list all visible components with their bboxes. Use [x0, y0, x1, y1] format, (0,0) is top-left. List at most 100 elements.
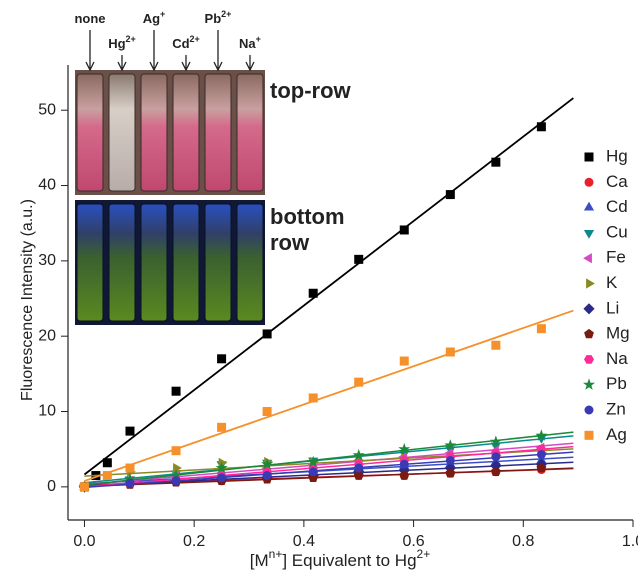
marker: [446, 190, 455, 199]
marker: [125, 464, 134, 473]
marker: [172, 476, 181, 485]
marker: [263, 407, 272, 416]
marker: [263, 471, 272, 480]
ion: Na: [239, 36, 256, 51]
legend-label: Na: [606, 349, 628, 368]
charge: +: [256, 34, 261, 44]
marker: [354, 464, 363, 473]
legend-label: Ag: [606, 425, 627, 444]
y-tick-label: 20: [38, 327, 56, 344]
vial-bottom: [109, 204, 135, 321]
ion: Pb: [205, 11, 222, 26]
marker: [400, 357, 409, 366]
vial-top: [141, 74, 167, 191]
legend-label: Fe: [606, 248, 626, 267]
vial-top: [109, 74, 135, 191]
inset-photo: [75, 70, 265, 325]
marker: [585, 406, 594, 415]
vial-top: [237, 74, 263, 191]
vial-bottom: [77, 204, 103, 321]
y-axis-label: Fluorescence Intensity (a.u.): [19, 199, 36, 401]
marker: [584, 202, 594, 211]
top-row-label: top-row: [270, 78, 352, 103]
marker: [491, 158, 500, 167]
marker: [103, 471, 112, 480]
vial-bottom: [173, 204, 199, 321]
x-tick-label: 0.6: [402, 533, 424, 550]
y-tick-label: 30: [38, 252, 56, 269]
x-tick-label: 0.8: [512, 533, 534, 550]
ion-label: none: [74, 11, 105, 26]
marker: [583, 303, 594, 314]
marker: [80, 482, 89, 491]
legend-label: K: [606, 273, 618, 292]
legend-label: Pb: [606, 374, 627, 393]
legend-label: Hg: [606, 146, 628, 165]
marker: [586, 278, 595, 288]
marker: [309, 289, 318, 298]
marker: [584, 355, 594, 364]
marker: [446, 348, 455, 357]
x-tick-label: 0.4: [293, 533, 315, 550]
marker: [400, 460, 409, 469]
vial-top: [77, 74, 103, 191]
marker: [585, 431, 594, 440]
marker: [172, 446, 181, 455]
marker: [446, 456, 455, 465]
marker: [217, 354, 226, 363]
legend-label: Cd: [606, 197, 628, 216]
vial-bottom: [141, 204, 167, 321]
vial-top: [173, 74, 199, 191]
marker: [400, 225, 409, 234]
legend-label: Mg: [606, 324, 630, 343]
x-axis-label: [Mn+] Equivalent to Hg2+: [250, 547, 430, 570]
legend-label: Zn: [606, 399, 626, 418]
marker: [585, 153, 594, 162]
marker: [172, 387, 181, 396]
ion-label: Ag+: [143, 9, 166, 26]
marker: [354, 378, 363, 387]
x-tick-label: 0.2: [183, 533, 205, 550]
charge: 2+: [221, 9, 231, 19]
charge: 2+: [126, 34, 136, 44]
vial-top: [205, 74, 231, 191]
charge: +: [160, 9, 165, 19]
marker: [584, 230, 594, 239]
ion-label: Na+: [239, 34, 261, 51]
marker: [537, 450, 546, 459]
y-tick-label: 40: [38, 177, 56, 194]
marker: [217, 473, 226, 482]
marker: [537, 122, 546, 131]
marker: [309, 467, 318, 476]
ion: Ag: [143, 11, 160, 26]
marker: [583, 253, 592, 263]
marker: [585, 178, 594, 187]
vial-bottom: [205, 204, 231, 321]
x-label-part: ] Equivalent to Hg: [282, 551, 416, 570]
ion-label: Pb2+: [205, 9, 232, 26]
legend-label: Cu: [606, 222, 628, 241]
ion: Hg: [108, 36, 125, 51]
marker: [103, 458, 112, 467]
marker: [354, 255, 363, 264]
charge: 2+: [190, 34, 200, 44]
marker: [491, 341, 500, 350]
marker: [217, 423, 226, 432]
marker: [263, 329, 272, 338]
marker: [491, 452, 500, 461]
marker: [491, 467, 501, 476]
x-tick-label: 0.0: [73, 533, 95, 550]
legend-label: Ca: [606, 172, 628, 191]
bottom-row-label: bottom: [270, 204, 345, 229]
superscript: n+: [269, 547, 283, 561]
marker: [537, 324, 546, 333]
legend-label: Li: [606, 298, 619, 317]
marker: [583, 378, 595, 389]
x-label-part: [M: [250, 551, 269, 570]
y-tick-label: 0: [47, 478, 56, 495]
marker: [125, 479, 134, 488]
bottom-row-label: row: [270, 230, 310, 255]
marker: [309, 393, 318, 402]
ion-label: Hg2+: [108, 34, 136, 51]
ion-label: Cd2+: [172, 34, 200, 51]
